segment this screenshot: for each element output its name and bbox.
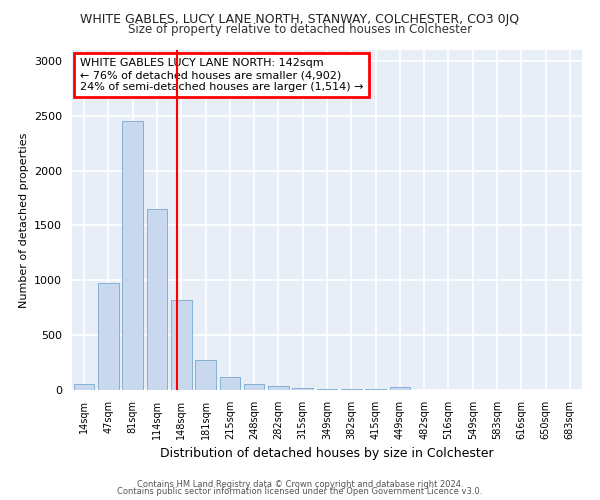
Bar xyxy=(171,300,191,390)
Bar xyxy=(268,386,289,390)
Bar xyxy=(146,209,167,390)
X-axis label: Distribution of detached houses by size in Colchester: Distribution of detached houses by size … xyxy=(160,448,494,460)
Text: WHITE GABLES, LUCY LANE NORTH, STANWAY, COLCHESTER, CO3 0JQ: WHITE GABLES, LUCY LANE NORTH, STANWAY, … xyxy=(80,12,520,26)
Y-axis label: Number of detached properties: Number of detached properties xyxy=(19,132,29,308)
Bar xyxy=(195,360,216,390)
Bar xyxy=(244,384,265,390)
Text: WHITE GABLES LUCY LANE NORTH: 142sqm
← 76% of detached houses are smaller (4,902: WHITE GABLES LUCY LANE NORTH: 142sqm ← 7… xyxy=(80,58,363,92)
Text: Contains HM Land Registry data © Crown copyright and database right 2024.: Contains HM Land Registry data © Crown c… xyxy=(137,480,463,489)
Text: Size of property relative to detached houses in Colchester: Size of property relative to detached ho… xyxy=(128,22,472,36)
Bar xyxy=(389,386,410,390)
Bar xyxy=(292,388,313,390)
Bar xyxy=(220,378,240,390)
Bar xyxy=(74,384,94,390)
Text: Contains public sector information licensed under the Open Government Licence v3: Contains public sector information licen… xyxy=(118,488,482,496)
Bar xyxy=(98,282,119,390)
Bar xyxy=(122,122,143,390)
